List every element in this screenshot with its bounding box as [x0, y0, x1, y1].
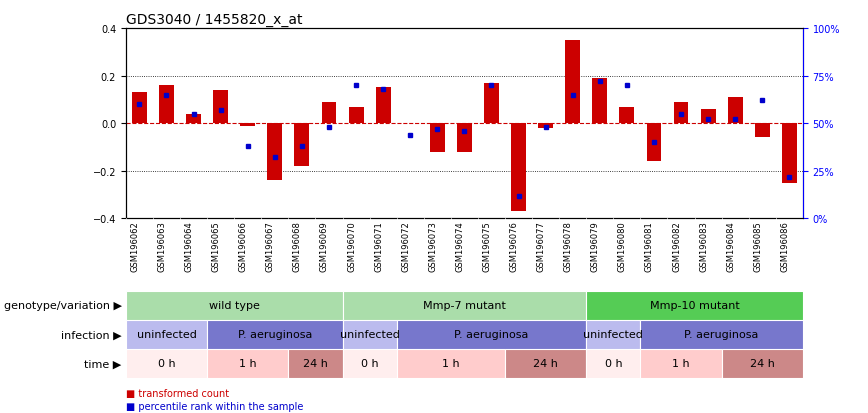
- Text: GSM196086: GSM196086: [780, 221, 789, 272]
- Text: 0 h: 0 h: [361, 358, 378, 368]
- Bar: [641, 320, 803, 349]
- Text: ■ percentile rank within the sample: ■ percentile rank within the sample: [126, 401, 303, 411]
- Bar: [641, 349, 721, 378]
- Bar: [376, 88, 391, 124]
- Bar: [343, 291, 586, 320]
- Text: genotype/variation ▶: genotype/variation ▶: [3, 301, 122, 311]
- Text: GSM196067: GSM196067: [266, 221, 275, 272]
- Text: GSM196063: GSM196063: [157, 221, 167, 272]
- Bar: [343, 349, 397, 378]
- Text: ■ transformed count: ■ transformed count: [126, 388, 229, 398]
- Bar: [457, 124, 472, 152]
- Text: GSM196073: GSM196073: [428, 221, 437, 272]
- Bar: [397, 349, 505, 378]
- Text: GSM196070: GSM196070: [347, 221, 356, 272]
- Text: GSM196064: GSM196064: [185, 221, 194, 272]
- Text: GSM196069: GSM196069: [320, 221, 329, 272]
- Text: time ▶: time ▶: [84, 358, 122, 368]
- Text: GSM196075: GSM196075: [483, 221, 491, 272]
- Text: GSM196080: GSM196080: [618, 221, 627, 272]
- Bar: [343, 320, 397, 349]
- Text: GSM196085: GSM196085: [753, 221, 762, 272]
- Text: GSM196068: GSM196068: [293, 221, 302, 272]
- Bar: [126, 291, 343, 320]
- Bar: [727, 98, 743, 124]
- Bar: [294, 124, 309, 166]
- Bar: [586, 349, 641, 378]
- Text: uninfected: uninfected: [136, 330, 196, 339]
- Bar: [126, 320, 207, 349]
- Text: GSM196079: GSM196079: [591, 221, 600, 272]
- Bar: [126, 349, 207, 378]
- Bar: [397, 320, 586, 349]
- Bar: [240, 124, 255, 126]
- Text: GSM196074: GSM196074: [456, 221, 464, 272]
- Bar: [586, 320, 641, 349]
- Text: GSM196076: GSM196076: [510, 221, 518, 272]
- Bar: [721, 349, 803, 378]
- Text: GSM196062: GSM196062: [130, 221, 140, 272]
- Text: GSM196081: GSM196081: [645, 221, 654, 272]
- Bar: [755, 124, 770, 138]
- Text: GSM196083: GSM196083: [699, 221, 708, 272]
- Text: GSM196077: GSM196077: [536, 221, 546, 272]
- Text: GSM196082: GSM196082: [672, 221, 681, 272]
- Text: GSM196065: GSM196065: [212, 221, 220, 272]
- Text: 24 h: 24 h: [533, 358, 558, 368]
- Bar: [267, 124, 282, 181]
- Bar: [207, 320, 343, 349]
- Text: GSM196072: GSM196072: [401, 221, 411, 272]
- Text: GSM196084: GSM196084: [727, 221, 735, 272]
- Bar: [505, 349, 586, 378]
- Text: 24 h: 24 h: [750, 358, 775, 368]
- Text: 0 h: 0 h: [158, 358, 175, 368]
- Bar: [159, 86, 174, 124]
- Text: GSM196066: GSM196066: [239, 221, 247, 272]
- Bar: [674, 102, 688, 124]
- Text: P. aeruginosa: P. aeruginosa: [685, 330, 759, 339]
- Text: 1 h: 1 h: [239, 358, 257, 368]
- Text: GDS3040 / 1455820_x_at: GDS3040 / 1455820_x_at: [126, 12, 302, 26]
- Text: uninfected: uninfected: [583, 330, 643, 339]
- Bar: [207, 349, 288, 378]
- Bar: [484, 83, 499, 124]
- Bar: [700, 109, 715, 124]
- Text: P. aeruginosa: P. aeruginosa: [238, 330, 312, 339]
- Bar: [511, 124, 526, 212]
- Bar: [430, 124, 444, 152]
- Text: 0 h: 0 h: [604, 358, 622, 368]
- Bar: [288, 349, 343, 378]
- Text: P. aeruginosa: P. aeruginosa: [454, 330, 529, 339]
- Text: 24 h: 24 h: [303, 358, 328, 368]
- Text: Mmp-10 mutant: Mmp-10 mutant: [650, 301, 740, 311]
- Text: uninfected: uninfected: [339, 330, 399, 339]
- Bar: [186, 114, 201, 124]
- Text: 1 h: 1 h: [442, 358, 460, 368]
- Bar: [586, 291, 803, 320]
- Text: Mmp-7 mutant: Mmp-7 mutant: [423, 301, 506, 311]
- Bar: [538, 124, 553, 128]
- Text: GSM196078: GSM196078: [563, 221, 573, 272]
- Bar: [214, 90, 228, 124]
- Bar: [620, 107, 635, 124]
- Text: infection ▶: infection ▶: [61, 330, 122, 339]
- Bar: [782, 124, 797, 183]
- Bar: [565, 41, 580, 124]
- Bar: [647, 124, 661, 162]
- Text: GSM196071: GSM196071: [374, 221, 383, 272]
- Bar: [132, 93, 147, 124]
- Bar: [349, 107, 364, 124]
- Text: wild type: wild type: [208, 301, 260, 311]
- Bar: [321, 102, 337, 124]
- Text: 1 h: 1 h: [672, 358, 690, 368]
- Bar: [592, 79, 608, 124]
